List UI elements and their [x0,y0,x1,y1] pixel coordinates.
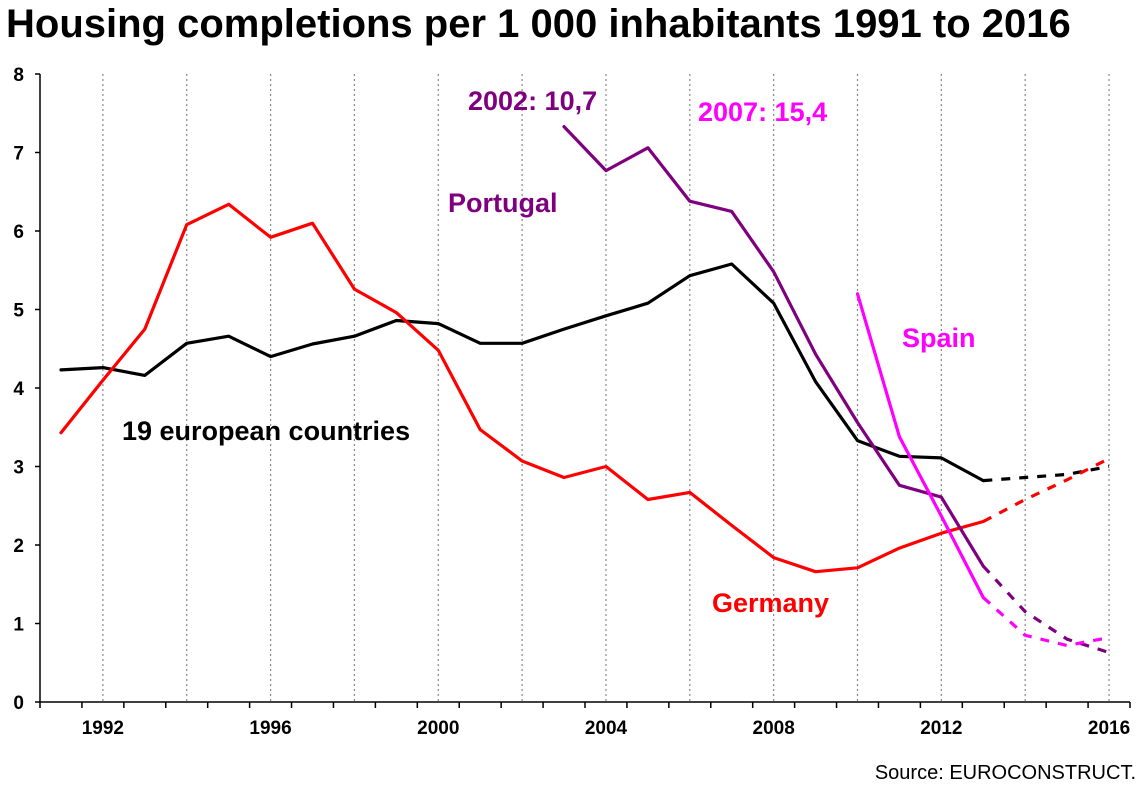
series-line-spain [855,292,985,600]
annotation-2007-15-4: 2007: 15,4 [698,97,827,127]
x-tick-label-1992: 1992 [82,718,124,739]
x-tick-label-1996: 1996 [249,718,291,739]
annotations: 19 european countries Germany Portugal Spai… [122,86,976,618]
series-lines [59,124,1110,655]
series-line-portugal [562,124,985,568]
annotation-19-european-countries: 19 european countries [122,416,410,446]
series-line-germany [59,202,985,574]
y-tick-label-5: 5 [13,301,24,322]
annotation-portugal: Portugal [448,188,558,218]
y-tick-label-0: 0 [13,693,24,714]
series-forecast-19-european-countries [983,464,1110,483]
annotation-2002-10-7: 2002: 10,7 [468,86,597,116]
annotation-germany: Germany [712,588,829,618]
y-tick-label-3: 3 [13,458,24,479]
series-line-19-european-countries [59,262,985,483]
y-tick-label-2: 2 [13,536,24,557]
x-tick-label-2016: 2016 [1088,718,1130,739]
chart-source: Source: EUROCONSTRUCT. [874,762,1136,784]
y-tick-label-6: 6 [13,222,24,243]
x-tick-label-2012: 2012 [920,718,962,739]
y-tick-label-7: 7 [13,144,24,165]
annotation-spain: Spain [902,323,976,353]
chart-title: Housing completions per 1 000 inhabitant… [6,2,1071,46]
series-forecast-spain [982,596,1110,648]
x-tick-label-2004: 2004 [585,718,628,739]
series-forecast-germany [982,457,1110,523]
tick-labels: 0 1 2 3 4 5 6 7 8 1992 1996 2000 2004 2008 2012 2016 [13,65,1130,739]
series-forecast-portugal [982,565,1110,655]
x-tick-label-2000: 2000 [417,718,459,739]
y-tick-label-8: 8 [13,65,24,86]
axes [35,73,1131,708]
y-tick-label-1: 1 [13,615,24,636]
x-tick-label-2008: 2008 [753,718,795,739]
plot-area [40,74,1130,702]
y-tick-label-4: 4 [13,379,24,400]
